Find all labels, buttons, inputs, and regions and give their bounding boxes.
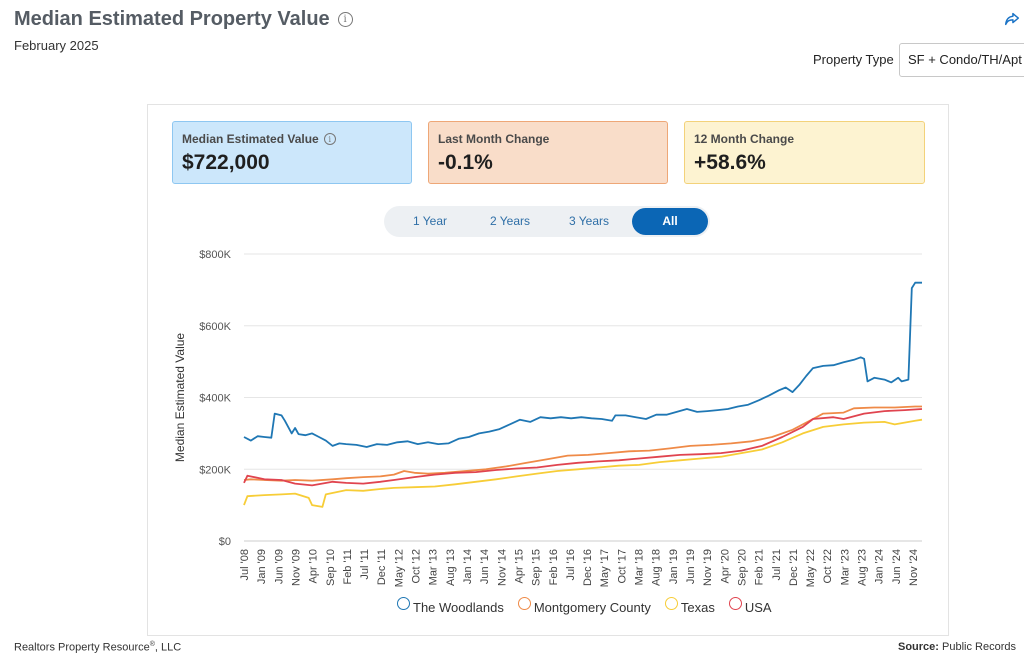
median-value-label: Median Estimated Value i (182, 132, 402, 146)
legend-item-texas[interactable]: Texas (664, 597, 715, 615)
legend-swatch-montgomery-county (517, 597, 531, 610)
twelve-month-change-label: 12 Month Change (694, 132, 795, 146)
share-icon[interactable] (1003, 10, 1021, 28)
last-month-change-card: Last Month Change -0.1% (428, 121, 668, 184)
tab-2-years[interactable]: 2 Years (489, 214, 531, 228)
legend-item-the-woodlands[interactable]: The Woodlands (397, 597, 504, 615)
copyright-footer: Realtors Property Resource®, LLC (14, 641, 182, 654)
legend-swatch-the-woodlands (397, 597, 410, 610)
source-footer: Source: Public Records (897, 641, 1016, 653)
title-text: Median Estimated Property Value (14, 8, 330, 30)
page-title: Median Estimated Property Value i (14, 8, 353, 31)
legend-swatch-usa (728, 597, 742, 610)
legend-item-montgomery-county[interactable]: Montgomery County (517, 597, 651, 615)
info-icon[interactable]: i (337, 12, 353, 27)
last-month-change-value: -0.1% (438, 151, 493, 174)
tab-1-year[interactable]: 1 Year (412, 214, 448, 228)
property-type-select[interactable]: SF + Condo/TH/Apt (899, 43, 1024, 77)
median-value-card: Median Estimated Value i $722,000 (172, 121, 412, 184)
chart-legend: The Woodlands Montgomery County Texas US… (397, 597, 772, 615)
tab-3-years[interactable]: 3 Years (568, 214, 610, 228)
tab-all[interactable]: All (632, 208, 708, 235)
time-range-tabs: 1 Year 2 Years 3 Years All (384, 206, 710, 237)
median-value-info-icon[interactable]: i (323, 133, 336, 145)
legend-swatch-texas (664, 597, 678, 610)
property-type-label: Property Type (813, 52, 894, 67)
last-month-change-label: Last Month Change (438, 132, 550, 146)
twelve-month-change-card: 12 Month Change +58.6% (684, 121, 925, 184)
legend-item-usa[interactable]: USA (728, 597, 772, 615)
median-value: $722,000 (182, 151, 270, 174)
twelve-month-change-value: +58.6% (694, 151, 766, 174)
report-date: February 2025 (14, 38, 99, 53)
